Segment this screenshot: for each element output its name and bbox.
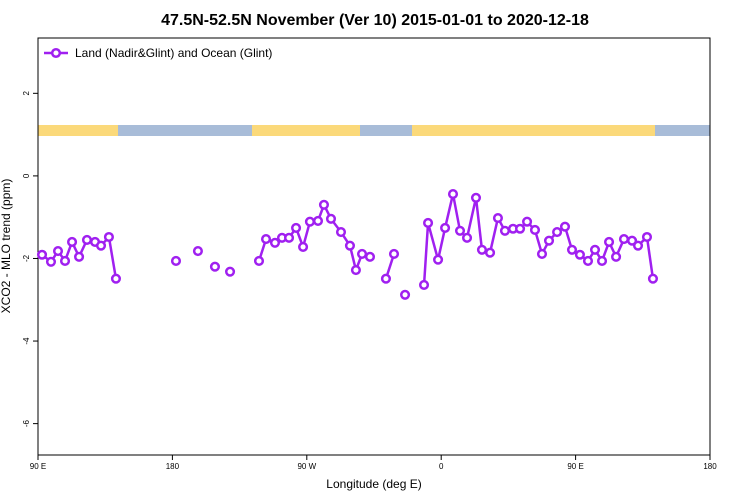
data-point xyxy=(209,261,221,272)
data-point xyxy=(103,231,114,243)
data-line xyxy=(422,193,655,285)
legend-marker xyxy=(50,47,62,59)
data-point xyxy=(357,248,368,259)
data-point xyxy=(350,264,361,276)
data-point xyxy=(454,225,466,236)
data-point xyxy=(95,240,107,251)
data-point xyxy=(59,255,71,267)
data-point xyxy=(522,216,533,227)
data-point xyxy=(618,234,630,245)
land-band xyxy=(252,125,360,136)
land-band xyxy=(38,125,118,136)
data-point xyxy=(647,273,659,284)
y-tick-label: -4 xyxy=(22,337,31,345)
x-tick-label: 0 xyxy=(439,462,444,471)
data-point xyxy=(492,212,503,224)
data-point xyxy=(388,248,400,259)
data-point xyxy=(433,254,444,265)
data-point xyxy=(566,244,578,255)
x-axis-label: Longitude (deg E) xyxy=(326,477,421,491)
data-point xyxy=(626,235,638,246)
data-point xyxy=(335,226,347,238)
data-point xyxy=(74,251,85,262)
data-point xyxy=(440,222,451,233)
data-point xyxy=(290,222,302,233)
data-point xyxy=(423,217,434,229)
data-point xyxy=(596,255,608,267)
data-point xyxy=(604,236,615,248)
data-point xyxy=(52,245,64,257)
data-point xyxy=(283,232,295,243)
data-point xyxy=(499,225,511,236)
data-point xyxy=(110,273,122,284)
data-point xyxy=(364,251,376,262)
data-point xyxy=(574,249,585,260)
data-point xyxy=(543,235,555,246)
data-point xyxy=(192,245,203,257)
data-point xyxy=(45,256,57,267)
data-point xyxy=(418,279,430,290)
data-point xyxy=(312,215,324,226)
data-point xyxy=(380,273,391,284)
data-point xyxy=(461,232,473,243)
data-point xyxy=(269,237,281,248)
data-point xyxy=(447,189,459,200)
data-point xyxy=(476,244,488,255)
data-point xyxy=(344,240,356,251)
data-point xyxy=(559,221,571,232)
y-axis-label: XCO2 - MLO trend (ppm) xyxy=(0,179,13,314)
y-tick-label: -6 xyxy=(22,420,31,428)
data-point xyxy=(470,192,482,203)
y-tick-label: 0 xyxy=(22,173,31,178)
data-point xyxy=(253,255,265,267)
data-point xyxy=(36,249,48,260)
data-point xyxy=(304,216,315,227)
data-point xyxy=(589,244,601,255)
chart-title: 47.5N-52.5N November (Ver 10) 2015-01-01… xyxy=(161,12,589,29)
data-point xyxy=(170,255,182,267)
x-tick-label: 90 W xyxy=(297,462,316,471)
x-tick-label: 90 E xyxy=(567,462,583,471)
data-line xyxy=(257,201,371,275)
x-tick-label: 90 E xyxy=(30,462,46,471)
data-point xyxy=(66,236,78,248)
y-tick-label: 2 xyxy=(22,91,31,96)
data-point xyxy=(582,255,594,267)
data-point xyxy=(514,223,526,234)
data-point xyxy=(298,241,309,252)
data-point xyxy=(641,231,653,243)
data-point xyxy=(536,248,548,259)
x-tick-label: 180 xyxy=(166,462,180,471)
data-point xyxy=(484,247,496,258)
legend-label: Land (Nadir&Glint) and Ocean (Glint) xyxy=(75,46,272,60)
ocean-band xyxy=(38,125,710,136)
y-tick-label: -2 xyxy=(22,254,31,262)
land-ocean-mask xyxy=(38,125,710,136)
data-point xyxy=(552,226,563,238)
data-point xyxy=(81,234,93,245)
data-point xyxy=(611,251,622,262)
data-point xyxy=(260,234,272,245)
land-band xyxy=(412,125,655,136)
data-point xyxy=(325,213,337,224)
data-point xyxy=(632,240,644,251)
data-point xyxy=(400,289,411,300)
data-point xyxy=(318,199,330,210)
data-point xyxy=(224,266,236,277)
plot-frame xyxy=(37,37,711,456)
data-point xyxy=(529,224,541,236)
x-tick-label: 180 xyxy=(703,462,717,471)
